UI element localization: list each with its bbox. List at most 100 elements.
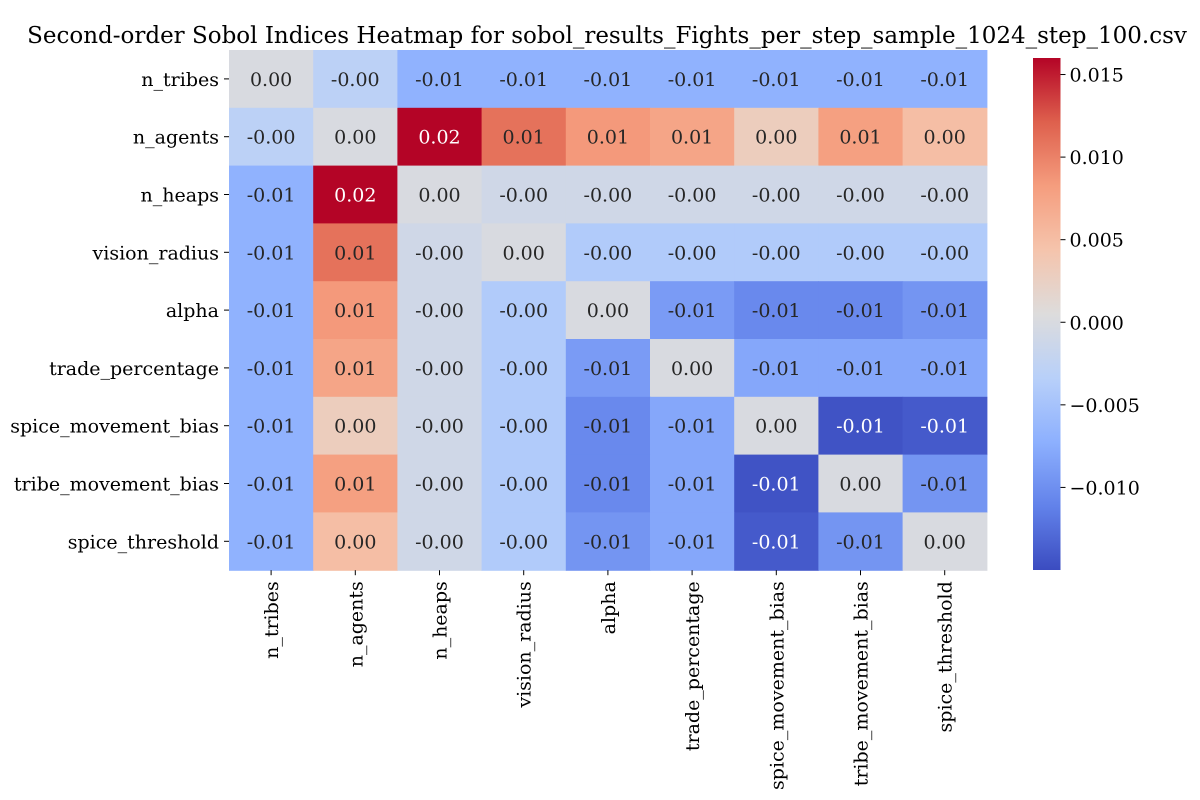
y-tick-label: spice_threshold [68,531,219,553]
heatmap-cell [650,512,735,571]
cell-value-label: 0.00 [924,127,966,149]
colorbar-tick-label: 0.000 [1070,312,1124,334]
heatmap-cell [313,165,398,224]
heatmap-cell [229,165,314,224]
cell-value-label: -0.00 [499,416,548,438]
heatmap-cell [902,512,988,571]
heatmap-cell [818,50,904,109]
heatmap-cell [902,339,988,398]
cell-value-label: -0.01 [247,358,296,380]
heatmap-cell [229,107,314,167]
cell-value-label: -0.00 [499,185,548,207]
heatmap-cell [650,339,735,398]
heatmap-cell [818,281,904,340]
colorbar-tick-label: −0.005 [1070,395,1140,417]
cell-value-label: -0.01 [752,531,801,553]
x-tick-label: vision_radius [514,581,536,708]
heatmap-cell [481,281,567,340]
heatmap-cell [481,396,567,456]
heatmap-cell [481,454,567,513]
heatmap-cell [565,396,651,456]
cell-value-label: 0.01 [334,300,376,322]
heatmap-cell [397,454,483,513]
cell-value-label: -0.00 [415,358,464,380]
heatmap-cell [313,396,398,456]
cell-value-label: 0.00 [587,300,629,322]
heatmap-cells: 0.00 -0.00 -0.01 -0.01 -0.01 -0.01 -0.01 -0.01 -… [229,50,988,571]
cell-value-label: -0.01 [584,531,633,553]
heatmap-cell [902,454,988,513]
cell-value-label: -0.01 [752,300,801,322]
heatmap-cell [734,512,819,571]
cell-value-label: -0.00 [752,185,801,207]
colorbar-gradient [1033,58,1061,570]
cell-value-label: -0.01 [584,474,633,496]
cell-value-label: -0.00 [584,185,633,207]
heatmap-cell [481,165,567,224]
cell-value-label: -0.01 [752,69,801,91]
heatmap-cell [229,512,314,571]
cell-value-label: -0.01 [247,300,296,322]
cell-value-label: -0.01 [836,416,885,438]
heatmap-cell [734,281,819,340]
cell-value-label: -0.00 [415,242,464,264]
cell-value-label: -0.01 [499,69,548,91]
cell-value-label: -0.01 [247,531,296,553]
y-tick-label: trade_percentage [49,358,219,380]
cell-value-label: -0.01 [920,474,969,496]
column-labels: n_tribes n_agents n_heaps vision_radius alph… [261,570,957,790]
heatmap-cell [734,50,819,109]
heatmap-cell [397,339,483,398]
heatmap-cell [565,165,651,224]
cell-value-label: 0.00 [503,242,545,264]
heatmap-cell [650,165,735,224]
cell-value-label: 0.00 [334,531,376,553]
heatmap-cell [229,396,314,456]
heatmap-cell [650,396,735,456]
cell-value-label: -0.01 [247,185,296,207]
heatmap-cell [229,223,314,282]
x-tick-label: spice_movement_bias [766,581,788,790]
row-labels: n_tribes n_agents n_heaps vision_radiusalph… [10,69,229,553]
cell-value-label: -0.00 [836,185,885,207]
cell-value-label: -0.00 [499,358,548,380]
heatmap-cell [397,281,483,340]
cell-value-label: -0.01 [836,358,885,380]
cell-value-label: -0.00 [415,300,464,322]
heatmap-cell [229,281,314,340]
cell-value-label: -0.00 [499,300,548,322]
cell-value-label: 0.01 [334,474,376,496]
heatmap-cell [565,454,651,513]
heatmap-cell [734,107,819,167]
cell-value-label: 0.00 [671,358,713,380]
cell-value-label: -0.00 [920,185,969,207]
cell-value-label: 0.01 [839,127,881,149]
cell-value-label: 0.01 [503,127,545,149]
cell-value-label: -0.01 [920,300,969,322]
heatmap-cell [565,223,651,282]
y-tick-label: n_agents [133,127,219,149]
heatmap-cell [565,512,651,571]
heatmap-cell [650,223,735,282]
y-tick-label: vision_radius [92,242,219,264]
heatmap-cell [734,339,819,398]
heatmap-cell [397,50,483,109]
cell-value-label: -0.01 [752,358,801,380]
cell-value-label: -0.01 [836,531,885,553]
heatmap-cell [902,165,988,224]
heatmap-cell [565,339,651,398]
cell-value-label: -0.01 [752,474,801,496]
cell-value-label: -0.01 [247,474,296,496]
heatmap-cell [565,50,651,109]
heatmap-cell [481,223,567,282]
heatmap-cell [481,512,567,571]
colorbar: 0.015 0.010 0.005 0.000 −0.005 −0.010 [1033,58,1140,570]
cell-value-label: 0.01 [671,127,713,149]
y-tick-label: n_heaps [141,185,219,207]
colorbar-tick-label: 0.015 [1070,65,1124,87]
cell-value-label: -0.01 [920,416,969,438]
heatmap-cell [650,107,735,167]
cell-value-label: 0.00 [755,127,797,149]
heatmap-cell [818,454,904,513]
